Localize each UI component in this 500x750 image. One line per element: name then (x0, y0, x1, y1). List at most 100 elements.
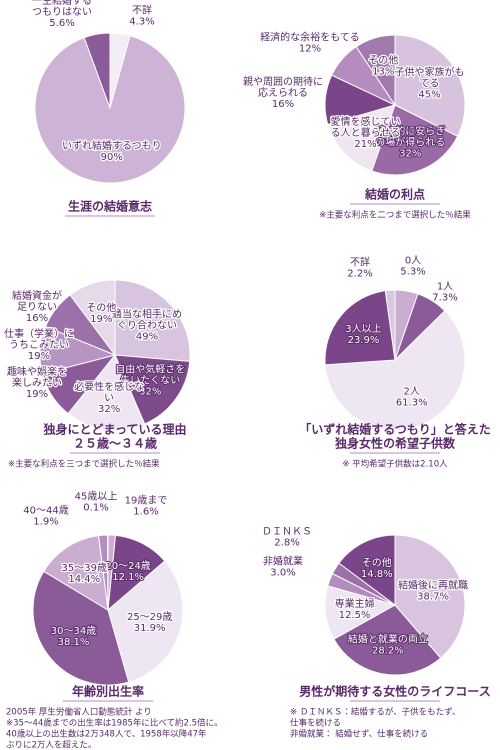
value-label: 19% (26, 389, 48, 400)
slice-label: 自由や気軽さを失いたくない (115, 362, 185, 386)
value-label: 12.5% (339, 610, 371, 621)
value-label: 21% (354, 139, 376, 150)
pie-slice (107, 560, 184, 683)
value-label: 2.8% (274, 538, 299, 549)
value-label: 61.3% (396, 398, 428, 409)
slice-label: 0人 (405, 256, 421, 267)
value-label: 31.9% (134, 623, 166, 634)
slice-label: 40～44歳 (23, 505, 68, 517)
chart-note: ※ 平均希望子供数は2.10人 (342, 459, 448, 470)
chart-title: 「いずれ結婚するつもり」と答えた (299, 422, 491, 437)
chart-note: ※ ＤＩＮＫＳ：結婚するが、子供をもたず、 (290, 707, 461, 718)
value-label: 32% (399, 149, 421, 160)
pie (324, 34, 466, 176)
pie-slice (114, 354, 191, 425)
pie-slice (355, 34, 396, 107)
value-label: 4.3% (129, 17, 154, 28)
pie-slice (384, 289, 396, 361)
value-label: 28.2% (372, 645, 404, 656)
chart-note: ※主要な利点を二つまで選択した％結果 (319, 210, 471, 221)
value-label: 12.1% (112, 572, 144, 583)
slice-label: 20～24歳 (105, 560, 150, 572)
chart-title: 独身にとどまっている理由 (43, 422, 187, 437)
slice-label: 子供や家族がもてる (395, 66, 465, 90)
value-label: 16% (26, 313, 48, 324)
value-label: 13% (372, 67, 394, 78)
slice-label: 不詳 (132, 4, 152, 17)
pie-slice (333, 604, 442, 676)
value-label: 5.3% (400, 267, 425, 278)
slice-label: 2人 (404, 387, 420, 398)
slice-label: 一生結婚するつもりはない (32, 0, 92, 18)
slice-label: その他 (86, 301, 116, 314)
pie-slice (67, 354, 146, 431)
value-label: 14.8% (361, 569, 393, 580)
value-label: 23.9% (348, 335, 380, 346)
pie-slice (83, 32, 111, 109)
chart-note: 2005年 厚生労働省人口動態統計 より (6, 707, 152, 718)
slice-label: 経済的な余裕をもてる (260, 31, 360, 44)
slice-label: 45歳以上 (75, 491, 118, 503)
chart-note: ※35～44歳までの出生率は1985年に比べて約2.5倍に。 (6, 718, 223, 729)
chart-title: 男性が期待する女性のライフコース (299, 684, 490, 699)
pie (32, 534, 184, 686)
slice-label: 精神的に安らぎの場が得られる (375, 125, 445, 149)
pie (324, 289, 466, 431)
pie-slice (114, 279, 191, 362)
pie-slice (43, 535, 109, 611)
slice-label: その他 (368, 54, 398, 67)
pie-slice (371, 104, 459, 176)
pie (34, 32, 186, 184)
value-label: 5.6% (49, 18, 74, 29)
pie-slice (394, 534, 466, 659)
value-label: 3.0% (270, 568, 295, 579)
pie-slice (324, 310, 466, 431)
slice-label: 必要性を感じない (74, 380, 144, 404)
chart-title: 結婚の利点 (364, 187, 425, 202)
value-label: 19% (28, 351, 50, 362)
pie-slice (338, 534, 396, 606)
value-label: 1.6% (133, 507, 158, 518)
pie (39, 279, 191, 431)
pie-slice (324, 290, 396, 366)
pie-slice (69, 279, 116, 357)
chart-note: 仕事を続ける (290, 718, 341, 729)
value-label: 38.1% (58, 637, 90, 648)
slice-label: 1人 (437, 282, 453, 293)
value-label: 2.2% (347, 269, 372, 280)
slice-label: 結婚と就業の両立 (348, 632, 428, 645)
value-label: 14.4% (68, 574, 100, 585)
slice-label: 仕事（学業）にうちこみたい (4, 327, 74, 351)
slice-label: 25～29歳 (127, 611, 172, 623)
slice-label: いずれ結婚するつもり (62, 139, 162, 152)
slice-label: ＤＩＮＫＳ (262, 527, 312, 538)
chart-note: ぶりに2万人を超えた。 (6, 740, 96, 750)
chart-note: 40歳以上の出生数は2万348人で、1958年以降47年 (6, 729, 207, 740)
pie-slice (32, 570, 130, 686)
slice-label: 愛情を感じている人と暮らせる (330, 115, 400, 139)
slice-label: 非婚就業 (263, 555, 303, 568)
slice-label: 専業主婦 (335, 597, 375, 610)
slice-label: 不詳 (350, 256, 370, 269)
value-label: 1.9% (33, 517, 58, 528)
value-label: 16% (272, 99, 294, 110)
value-label: 12% (299, 44, 321, 55)
pie-slice (327, 104, 396, 172)
slice-label: 3人以上 (345, 323, 381, 335)
chart-note: ※主要な利点を三つまで選択した％結果 (8, 459, 160, 470)
slice-label: 結婚後に再就職 (398, 578, 468, 591)
value-label: 38.7% (417, 591, 449, 602)
chart-title: 年齢別出生率 (72, 684, 144, 699)
pie-slice (394, 34, 466, 137)
value-label: 49% (136, 332, 158, 343)
slice-label: その他 (362, 556, 392, 569)
value-label: 90% (101, 152, 123, 163)
slice-label: 19歳まで (125, 495, 168, 507)
slice-label: 35～39歳 (62, 562, 107, 574)
chart-title: 独身女性の希望子供数 (334, 436, 456, 451)
value-label: 7.3% (432, 293, 457, 304)
value-label: 0.1% (83, 503, 108, 514)
chart-note: 非婚就業： 結婚せず、仕事を続ける (290, 729, 428, 740)
